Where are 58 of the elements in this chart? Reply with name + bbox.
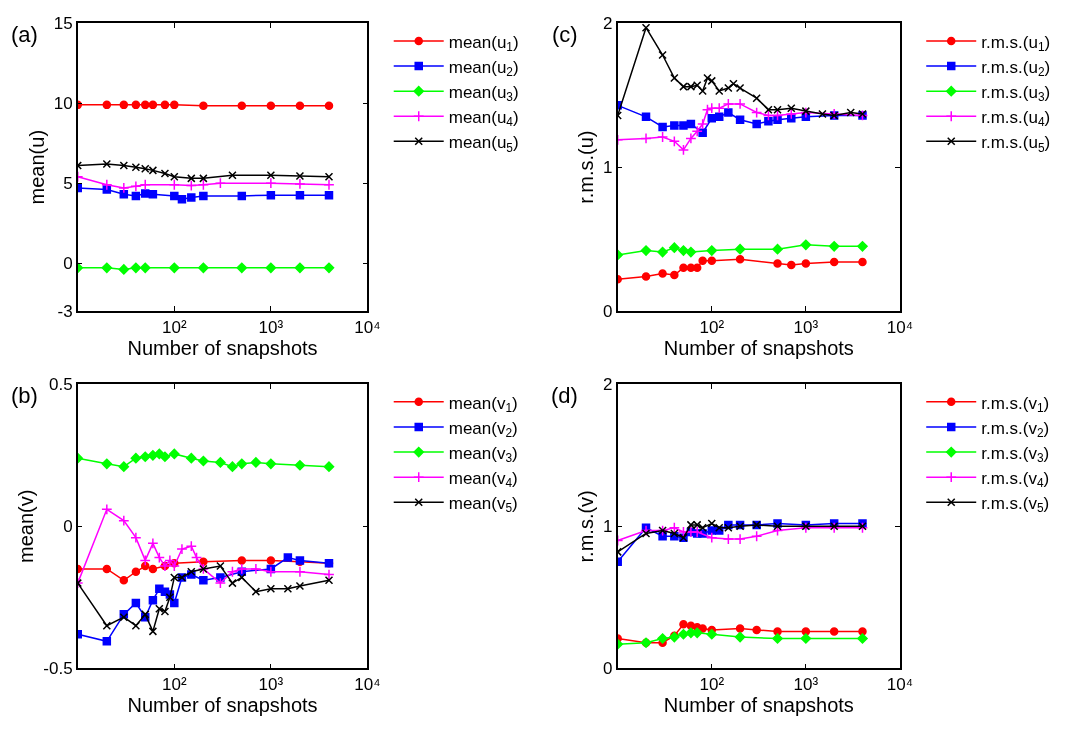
y-tick-label: 0 xyxy=(603,659,613,679)
legend-label: r.m.s.(v$_{1}$) xyxy=(981,393,1050,416)
y-tick-label: 1 xyxy=(603,158,613,178)
y-tick-label: 0 xyxy=(603,301,613,321)
legend-label: mean(v$_{2}$) xyxy=(448,418,518,441)
legend-label: mean(u$_{2}$) xyxy=(448,57,519,80)
y-axis-title: mean(v) xyxy=(15,489,38,563)
legend-label: mean(v$_{5}$) xyxy=(448,493,518,516)
legend-label: mean(v$_{4}$) xyxy=(448,468,518,491)
y-tick-label: 0 xyxy=(63,254,73,273)
y-tick-label: 0 xyxy=(63,517,73,537)
x-tick-label: 10² xyxy=(699,675,725,695)
x-tick-label: 10⁴ xyxy=(354,318,381,338)
y-axis-title: mean(u) xyxy=(25,129,48,205)
y-tick-label: 15 xyxy=(53,14,73,34)
y-tick-label: 2 xyxy=(603,375,613,395)
legend-label: r.m.s.(v$_{2}$) xyxy=(981,418,1050,441)
legend-label: mean(u$_{3}$) xyxy=(448,82,519,105)
x-tick-label: 10³ xyxy=(258,675,284,695)
x-tick-label: 10² xyxy=(162,318,187,338)
y-axis-title: r.m.s.(u) xyxy=(575,130,598,204)
chart-title: (d) xyxy=(551,383,578,408)
x-axis-title: Number of snapshots xyxy=(663,694,854,717)
chart-title: (b) xyxy=(11,383,38,408)
legend-label: r.m.s.(u$_{5}$) xyxy=(981,132,1051,155)
y-tick-label: 0.5 xyxy=(48,375,73,395)
legend-label: r.m.s.(u$_{3}$) xyxy=(981,82,1051,105)
legend-label: r.m.s.(u$_{2}$) xyxy=(981,57,1051,80)
legend-label: mean(u$_{5}$) xyxy=(448,132,519,155)
legend-label: mean(u$_{1}$) xyxy=(448,32,519,55)
legend-label: mean(v$_{3}$) xyxy=(448,443,518,466)
x-axis-title: Number of snapshots xyxy=(663,337,854,360)
y-tick-label: -0.5 xyxy=(43,659,73,679)
chart-title: (c) xyxy=(552,22,578,47)
legend-label: r.m.s.(u$_{1}$) xyxy=(981,32,1051,55)
x-axis-title: Number of snapshots xyxy=(127,337,318,360)
x-tick-label: 10² xyxy=(162,675,187,695)
x-tick-label: 10³ xyxy=(258,318,284,338)
x-tick-label: 10³ xyxy=(793,675,819,695)
legend-label: r.m.s.(u$_{4}$) xyxy=(981,107,1051,130)
legend-label: r.m.s.(v$_{4}$) xyxy=(981,468,1050,491)
y-tick-label: 2 xyxy=(603,14,613,34)
chart-title: (a) xyxy=(11,22,38,47)
y-tick-label: -3 xyxy=(57,301,73,321)
y-tick-label: 1 xyxy=(603,517,613,537)
y-tick-label: 10 xyxy=(53,94,73,114)
x-axis-title: Number of snapshots xyxy=(127,694,318,717)
x-tick-label: 10² xyxy=(699,318,725,338)
x-tick-label: 10⁴ xyxy=(354,675,381,695)
y-tick-label: 5 xyxy=(63,174,73,194)
x-tick-label: 10⁴ xyxy=(886,318,914,338)
x-tick-label: 10³ xyxy=(793,318,819,338)
y-axis-title: r.m.s.(v) xyxy=(575,490,598,563)
x-tick-label: 10⁴ xyxy=(886,675,914,695)
legend-label: mean(v$_{1}$) xyxy=(448,393,518,416)
legend-label: r.m.s.(v$_{3}$) xyxy=(981,443,1050,466)
legend-label: r.m.s.(v$_{5}$) xyxy=(981,493,1050,516)
legend-label: mean(u$_{4}$) xyxy=(448,107,519,130)
